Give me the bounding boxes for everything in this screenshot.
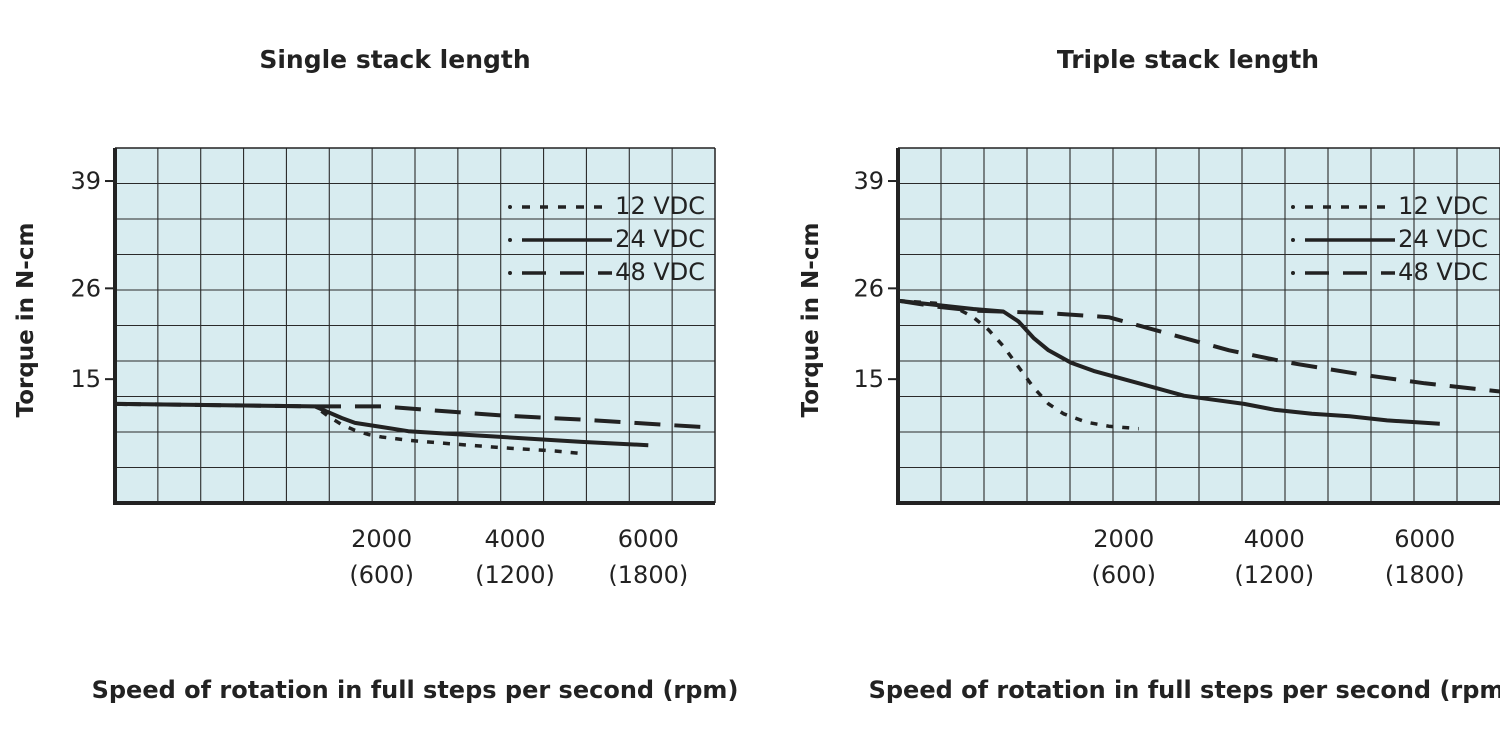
chart-title: Single stack length <box>259 45 530 74</box>
x-tick-sublabel: (1200) <box>1234 561 1314 589</box>
legend-dot <box>1291 205 1295 209</box>
chart-single-stack-svg: Single stack length Speed of rotation in… <box>13 45 739 704</box>
x-tick-sublabel: (1800) <box>608 561 688 589</box>
legend-label-24vdc: 24 VDC <box>615 225 705 253</box>
plot-area <box>896 147 1500 505</box>
y-axis-label: Torque in N-cm <box>13 223 39 418</box>
x-tick-label: 6000 <box>618 525 679 553</box>
legend-dot <box>508 205 512 209</box>
x-tick-sublabel: (1800) <box>1385 561 1465 589</box>
x-tick-label: 2000 <box>351 525 412 553</box>
y-tick-label: 15 <box>70 365 101 393</box>
x-tick-label: 2000 <box>1093 525 1154 553</box>
chart-triple-stack-svg: Triple stack length Speed of rotation in… <box>798 45 1500 704</box>
x-axis-label: Speed of rotation in full steps per seco… <box>92 676 739 704</box>
legend-label-12vdc: 12 VDC <box>615 192 705 220</box>
legend-dot <box>1291 238 1295 242</box>
y-tick-label: 15 <box>853 365 884 393</box>
y-tick-label: 39 <box>853 167 884 195</box>
x-tick-sublabel: (600) <box>1091 561 1156 589</box>
legend-label-48vdc: 48 VDC <box>615 258 705 286</box>
series-line-48-vdc <box>114 401 702 429</box>
y-tick-label: 26 <box>70 274 101 302</box>
x-tick-label: 6000 <box>1394 525 1455 553</box>
x-tick-sublabel: (1200) <box>475 561 555 589</box>
legend-dot <box>1291 271 1295 275</box>
plot-area <box>113 147 716 505</box>
x-tick-label: 4000 <box>1244 525 1305 553</box>
x-axis-label: Speed of rotation in full steps per seco… <box>869 676 1500 704</box>
y-tick-label: 39 <box>70 167 101 195</box>
legend-label-24vdc: 24 VDC <box>1398 225 1488 253</box>
series-line-24-vdc <box>114 401 649 448</box>
series-line-48-vdc <box>897 298 1500 394</box>
y-tick-label: 26 <box>853 274 884 302</box>
chart-triple-stack: Triple stack length Speed of rotation in… <box>750 0 1500 750</box>
legend-dot <box>508 238 512 242</box>
chart-single-stack: Single stack length Speed of rotation in… <box>13 45 739 704</box>
x-tick-sublabel: (600) <box>349 561 414 589</box>
legend-label-48vdc: 48 VDC <box>1398 258 1488 286</box>
x-tick-label: 4000 <box>484 525 545 553</box>
legend-dot <box>508 271 512 275</box>
series-line-12-vdc <box>897 298 1139 431</box>
chart-title: Triple stack length <box>1057 45 1319 74</box>
legend-label-12vdc: 12 VDC <box>1398 192 1488 220</box>
series-line-12-vdc <box>114 402 582 456</box>
y-axis-label: Torque in N-cm <box>798 223 824 418</box>
